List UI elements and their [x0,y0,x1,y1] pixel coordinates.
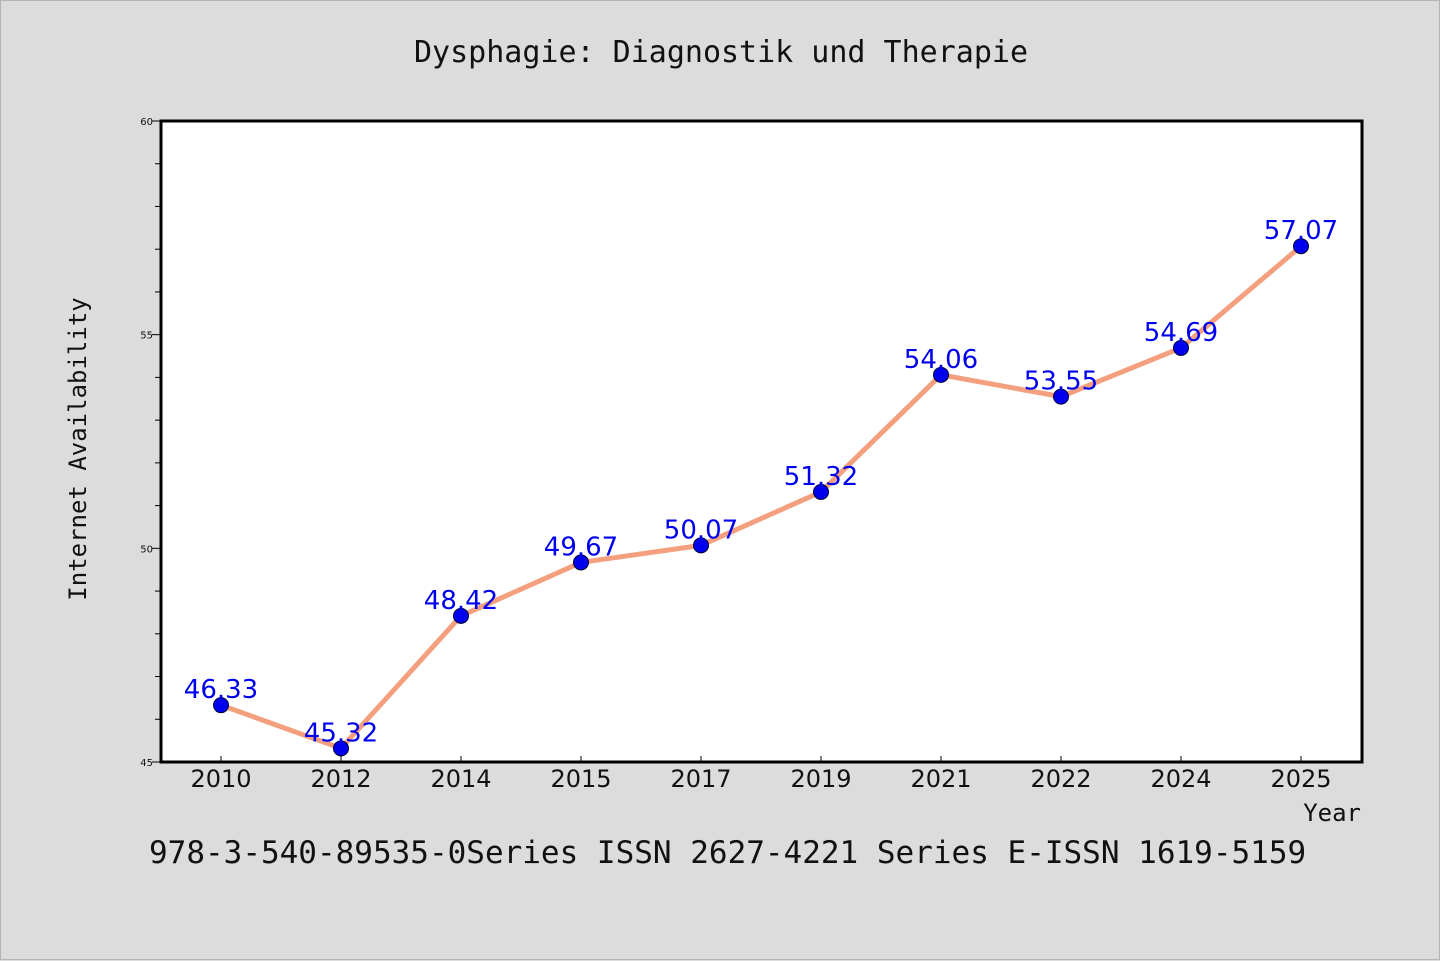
data-point [213,697,229,714]
data-point [693,537,709,554]
data-point [453,607,469,624]
data-label: 53.55 [1024,367,1098,397]
y-axis-label: Internet Availability [64,297,92,600]
data-point [813,483,829,500]
data-point [933,366,949,383]
footer-isbn-issn: 978-3-540-89535-0Series ISSN 2627-4221 S… [149,835,1307,871]
x-tick-label: 2019 [790,765,851,793]
y-tick-label: 50 [140,544,153,555]
x-tick-label: 2022 [1030,765,1091,793]
x-axis-ticks: 2010 2012 2014 2015 2017 2019 2021 2022 2024 2025 [190,756,1332,793]
y-tick-label: 60 [140,117,153,128]
series-line [220,244,1303,751]
x-tick-label: 2015 [550,765,611,793]
data-label: 48.42 [424,586,498,616]
x-tick-label: 2014 [430,765,491,793]
data-label: 46.33 [184,675,258,705]
data-point [1173,339,1189,356]
x-tick-label: 2025 [1270,765,1331,793]
data-point [1293,238,1309,255]
x-tick-label: 2010 [190,765,251,793]
data-labels: 46.33 45.32 48.42 49.67 50.07 51.32 54.06 53.55… [184,216,1338,748]
x-tick-label: 2021 [910,765,971,793]
data-label: 45.32 [304,718,378,748]
y-tick-label: 55 [140,331,153,342]
x-tick-label: 2024 [1150,765,1211,793]
y-axis-ticks: 45 50 55 60 [140,117,161,769]
x-tick-label: 2012 [310,765,371,793]
plot-area [159,119,1364,764]
data-point [573,554,589,571]
data-point [1053,388,1069,405]
x-tick-label: 2017 [670,765,731,793]
data-point [333,740,349,757]
y-tick-label: 45 [140,758,153,769]
data-label: 51.32 [784,462,858,492]
data-label: 49.67 [544,532,618,562]
data-label: 50.07 [664,515,738,545]
data-label: 57.07 [1264,216,1338,246]
chart-title: Dysphagie: Diagnostik und Therapie [413,35,1029,70]
x-axis-label: Year [1303,799,1361,827]
data-label: 54.06 [904,345,978,375]
series-markers [213,238,1309,757]
data-label: 54.69 [1144,318,1218,348]
